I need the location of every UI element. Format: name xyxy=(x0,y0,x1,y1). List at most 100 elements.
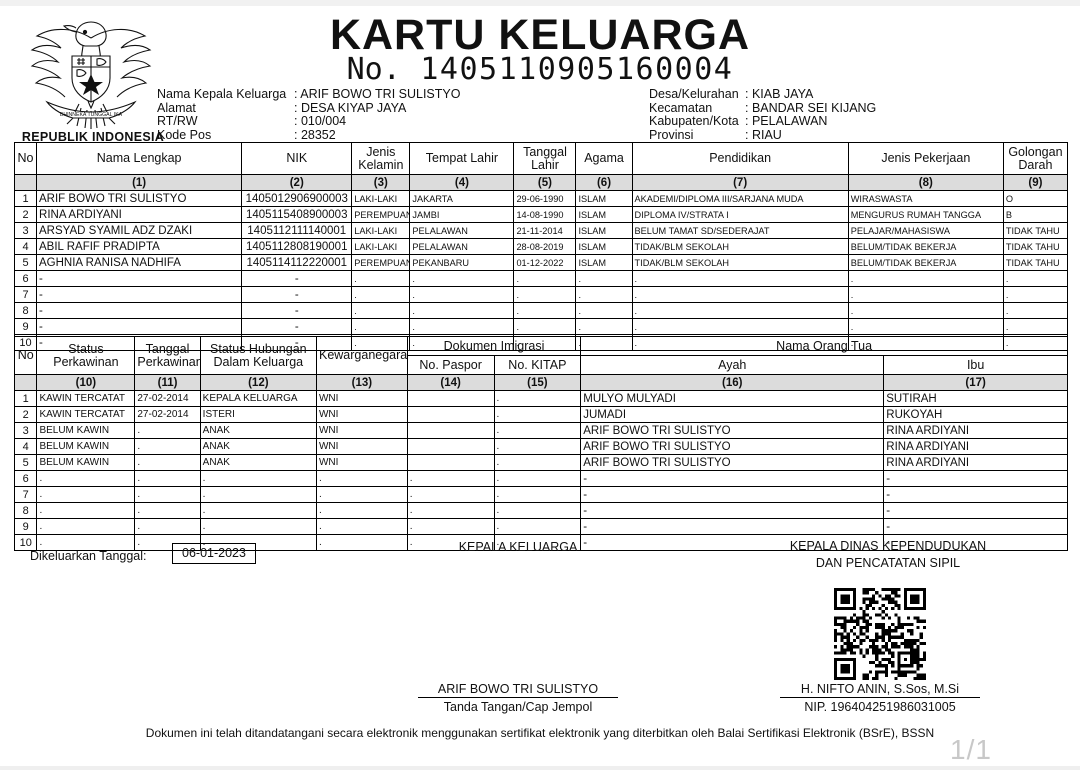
table1-cell: TIDAK TAHU xyxy=(1002,238,1069,255)
family-relations-table: No Status Perkawinan Tanggal Perkawinan Statu… xyxy=(13,336,1068,551)
table2-cell: 7 xyxy=(13,486,38,503)
table1-cell: . xyxy=(409,270,515,287)
table2-cell: 27-02-2014 xyxy=(134,390,201,407)
table1-header-cell: Tempat Lahir xyxy=(409,142,515,175)
table1-header-text: Tempat Lahir xyxy=(425,151,499,165)
table2-cell: . xyxy=(134,518,201,535)
table-row: 4 ABIL RAFIF PRADIPTA 1405112808190001 LAKI… xyxy=(13,238,1069,255)
table2-header-text: Ayah xyxy=(718,357,747,372)
table1-cell: . xyxy=(409,286,515,303)
table2-cell: ISTERI xyxy=(199,406,317,423)
table-row: 5 BELUM KAWIN. ANAK WNI. ARIF BOWO TRI SULIS… xyxy=(13,454,1068,471)
table1-cell: 4 xyxy=(13,238,38,255)
identity-row: Provinsi: RIAU xyxy=(649,127,876,143)
identity-label: Alamat xyxy=(157,100,196,115)
table1-cell: - xyxy=(241,286,353,303)
table2-cell: - xyxy=(580,502,885,519)
qr-code-icon xyxy=(825,588,935,680)
table-row: 6......-- xyxy=(13,470,1068,487)
identity-row: Kecamatan: BANDAR SEI KIJANG xyxy=(649,101,876,116)
table1-cell: ARIF BOWO TRI SULISTYO xyxy=(36,190,243,207)
table1-cell: ARSYAD SYAMIL ADZ DZAKI xyxy=(36,222,243,239)
table1-header-cell: Golongan Darah xyxy=(1002,142,1069,175)
garuda-pancasila-emblem-icon: BHINNEKA TUNGGAL IKA xyxy=(17,12,165,132)
identity-label: Provinsi xyxy=(649,127,694,142)
table2-cell: RUKOYAH xyxy=(883,406,1068,423)
table2-cell: 10 xyxy=(13,534,38,551)
table2-cell: . xyxy=(36,502,136,519)
table1-cell: 14-08-1990 xyxy=(513,206,577,223)
identity-row: Desa/Kelurahan: KIAB JAYA xyxy=(649,87,876,102)
table2-cell: . xyxy=(134,502,201,519)
table1-cell: TIDAK/BLM SEKOLAH xyxy=(631,238,849,255)
table2-col-number: (12) xyxy=(199,374,317,391)
table2-cell: KAWIN TERCATAT xyxy=(36,390,136,407)
table1-cell: 1 xyxy=(13,190,38,207)
table2-col-number xyxy=(13,374,38,391)
table2-cell: 27-02-2014 xyxy=(134,406,201,423)
identity-value: : DESA KIYAP JAYA xyxy=(294,100,407,115)
table1-header-cell: No xyxy=(13,142,38,175)
table1-cell: . xyxy=(575,286,633,303)
table1-header-text: Golongan xyxy=(1008,144,1063,159)
table2-cell: RINA ARDIYANI xyxy=(883,454,1068,471)
table2-cell: . xyxy=(315,470,408,487)
table2-cell: . xyxy=(315,486,408,503)
table2-head: No Status Perkawinan Tanggal Perkawinan Statu… xyxy=(13,336,1068,391)
table-row: 7......-- xyxy=(13,486,1068,503)
table1-cell: . xyxy=(513,302,577,319)
table-row: 4 BELUM KAWIN. ANAK WNI. ARIF BOWO TRI SULIS… xyxy=(13,438,1068,455)
identity-row: RT/RW: 010/004 xyxy=(157,115,460,129)
table2-cell: . xyxy=(406,518,495,535)
table1-cell: 1405115408900003 xyxy=(241,206,353,223)
table2-cell: RINA ARDIYANI xyxy=(883,422,1068,439)
table1-header-cell: Jenis Pekerjaan xyxy=(847,142,1004,175)
table2-group-header-imigrasi: Dokumen Imigrasi xyxy=(406,336,582,356)
table1-cell: LAKI-LAKI xyxy=(351,222,411,239)
table2-cell: . xyxy=(493,534,582,551)
table1-cell: . xyxy=(1002,318,1069,335)
table1-cell: . xyxy=(1002,286,1069,303)
table2-cell: . xyxy=(199,534,317,551)
table1-cell: PEREMPUAN xyxy=(351,206,411,223)
table-row: 2 KAWIN TERCATAT 27-02-2014 ISTERI WNI. JUMAD… xyxy=(13,406,1068,423)
table2-col-number: (10) xyxy=(36,374,136,391)
table2-cell xyxy=(406,390,495,407)
table2-header-row: No. Paspor No. KITAP Ayah Ibu xyxy=(15,355,1068,375)
table1-header-text: Pendidikan xyxy=(709,151,772,165)
table1-cell: - xyxy=(241,318,353,335)
table2-cell: . xyxy=(406,470,495,487)
identity-label: Nama Kepala Keluarga xyxy=(157,87,287,101)
table-row: 10...... - - xyxy=(13,534,1068,551)
table1-cell: 3 xyxy=(13,222,38,239)
table2-cell: ARIF BOWO TRI SULISTYO xyxy=(580,438,885,455)
table2-col-number: (11) xyxy=(134,374,201,391)
table2-cell xyxy=(406,422,495,439)
table2-header-text: Nama Orang Tua xyxy=(776,338,873,353)
table2-cell: - xyxy=(580,518,885,535)
table1-cell: - xyxy=(36,286,243,303)
table1-cell: 6 xyxy=(13,270,38,287)
table2-header-cell: Status Perkawinan xyxy=(36,336,136,375)
page-indicator: 1/1 xyxy=(950,734,992,765)
table2-header-cell: Kewarganegaraan xyxy=(315,336,408,375)
table2-cell: . xyxy=(493,390,582,407)
table2-cell xyxy=(406,454,495,471)
table2-cell: . xyxy=(134,438,201,455)
table1-cell: . xyxy=(631,302,849,319)
table1-cell: LAKI-LAKI xyxy=(351,190,411,207)
table1-cell: ISLAM xyxy=(575,254,633,271)
table2-cell: 3 xyxy=(13,422,38,439)
table2-cell: . xyxy=(493,486,582,503)
table1-cell: . xyxy=(409,318,515,335)
table1-cell: 7 xyxy=(13,286,38,303)
table1-cell: . xyxy=(631,270,849,287)
table2-cell: KAWIN TERCATAT xyxy=(36,406,136,423)
identity-value: : 010/004 xyxy=(294,114,347,129)
table-row: 5 AGHNIA RANISA NADHIFA 1405114112220001 PE… xyxy=(13,254,1069,271)
table2-cell: WNI xyxy=(315,454,408,471)
table1-cell: . xyxy=(351,286,411,303)
identity-label: Kode Pos xyxy=(157,127,212,142)
table1-cell: B xyxy=(1002,206,1069,223)
table2-cell: - xyxy=(883,534,1068,551)
